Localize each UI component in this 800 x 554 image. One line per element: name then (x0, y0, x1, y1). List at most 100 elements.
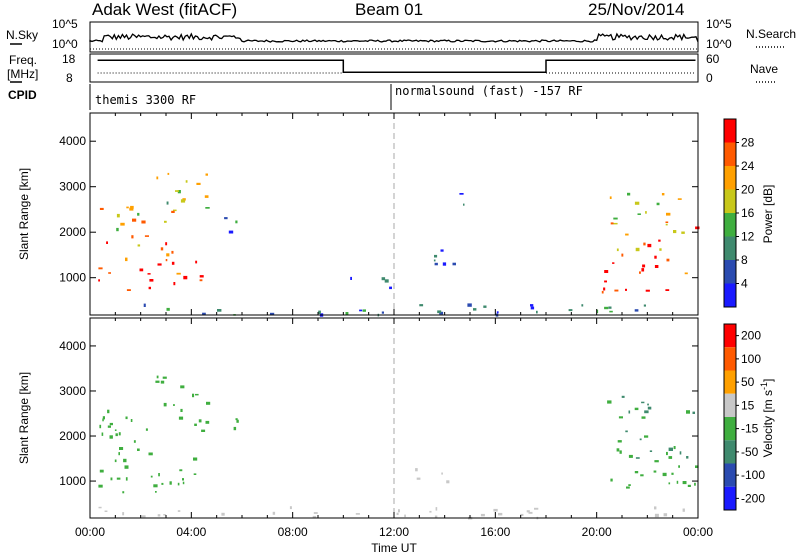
velocity-colorbar: 200 100 50 15 -15 -50 -100 -200 (723, 323, 765, 511)
power-cell (195, 260, 198, 264)
velocity-cell (161, 482, 164, 485)
power-cell (473, 308, 477, 311)
velocity-cbar-swatch (724, 347, 736, 371)
velocity-cell (528, 511, 533, 514)
power-cell (609, 310, 613, 313)
power-cbar-swatch (724, 283, 736, 307)
power-cell (318, 310, 321, 314)
power-cell (180, 199, 186, 203)
velocity-cell (193, 473, 197, 475)
power-region-0 (98, 260, 204, 291)
velocity-cell (663, 513, 668, 517)
velocity-cell (654, 460, 659, 463)
velocity-cell (621, 395, 625, 398)
power-cell (634, 201, 640, 205)
velocity-cell (312, 515, 317, 519)
power-cell (634, 309, 639, 312)
velocity-cbar-label-main: Velocity [m s (761, 390, 775, 457)
velocity-cell (673, 446, 676, 450)
time-tick-label: 00:00 (75, 525, 105, 539)
velocity-cell (668, 482, 671, 485)
velocity-cell (635, 457, 640, 459)
power-cell (147, 273, 151, 275)
velocity-cell (123, 458, 127, 463)
velocity-cell (692, 411, 695, 414)
velocity-region-4 (415, 468, 450, 484)
velocity-cell (235, 418, 238, 421)
velocity-cell (148, 452, 153, 456)
power-cell (639, 271, 641, 274)
velocity-cell (180, 385, 185, 389)
velocity-cell (124, 465, 129, 469)
power-cell (530, 306, 535, 310)
power-cell (139, 268, 144, 272)
power-cell (165, 259, 168, 262)
power-cell (419, 304, 424, 307)
power-cell (625, 288, 627, 291)
power-cell (359, 309, 363, 312)
velocity-cell (114, 459, 117, 463)
freq-line (97, 59, 696, 73)
power-cbar-tick-label: 16 (741, 206, 755, 220)
power-region-3 (156, 172, 209, 205)
power-colorbar: 4 8 12 16 20 24 28 (723, 118, 755, 308)
power-ytick-label: 1000 (59, 271, 86, 285)
power-cell (165, 242, 168, 246)
velocity-cbar-tick-label: -200 (741, 491, 765, 505)
velocity-cbar-label-end: ] (761, 379, 775, 382)
velocity-cell (109, 435, 113, 439)
power-cell (381, 277, 386, 281)
velocity-cell (666, 451, 668, 456)
velocity-cell (634, 471, 639, 474)
time-tick-label: 16:00 (480, 525, 510, 539)
velocity-cell (160, 380, 165, 384)
velocity-cell (668, 456, 673, 459)
nave-rtick-bottom: 0 (706, 71, 713, 85)
velocity-cell (662, 472, 667, 477)
power-cell (627, 192, 631, 196)
velocity-cell (133, 440, 136, 443)
velocity-cell (180, 408, 183, 412)
cpid-segment-1: normalsound (fast) -157 RF (395, 84, 583, 98)
power-cell (665, 221, 669, 223)
velocity-cell (404, 514, 406, 518)
velocity-cell (101, 432, 104, 436)
velocity-cell (398, 509, 400, 513)
power-region-6 (433, 249, 456, 266)
power-cell (665, 289, 670, 291)
velocity-cell (102, 418, 104, 422)
power-cell (434, 254, 438, 258)
power-cbar-tick-label: 4 (741, 277, 748, 291)
power-cell (160, 247, 164, 251)
power-cell (612, 262, 615, 264)
power-cell (609, 196, 612, 199)
power-cell (665, 223, 668, 226)
power-cell (613, 222, 618, 225)
velocity-cell (641, 416, 646, 419)
velocity-cell (617, 440, 622, 443)
velocity-cell (618, 416, 623, 419)
power-cell (132, 218, 137, 222)
power-cell (452, 262, 456, 266)
velocity-cell (498, 512, 503, 516)
time-tick-label: 04:00 (176, 525, 206, 539)
nave-label: Nave (750, 62, 778, 76)
velocity-cell (182, 481, 185, 485)
velocity-region-6 (607, 395, 695, 459)
power-cell (173, 282, 176, 286)
velocity-cell (109, 422, 113, 426)
power-cell (235, 220, 238, 224)
power-cell (176, 272, 181, 275)
velocity-cell (446, 480, 450, 484)
velocity-cell (198, 419, 202, 423)
power-cell (126, 289, 131, 291)
power-cell (156, 176, 159, 180)
power-cell (171, 210, 175, 213)
velocity-cell (98, 484, 103, 488)
velocity-cell (355, 513, 360, 515)
power-cbar-swatch (724, 213, 736, 237)
velocity-cell (201, 429, 206, 432)
velocity-cbar-swatch (724, 440, 736, 464)
velocity-cbar-label-sup: -1 (759, 382, 769, 390)
power-cell (604, 280, 607, 283)
